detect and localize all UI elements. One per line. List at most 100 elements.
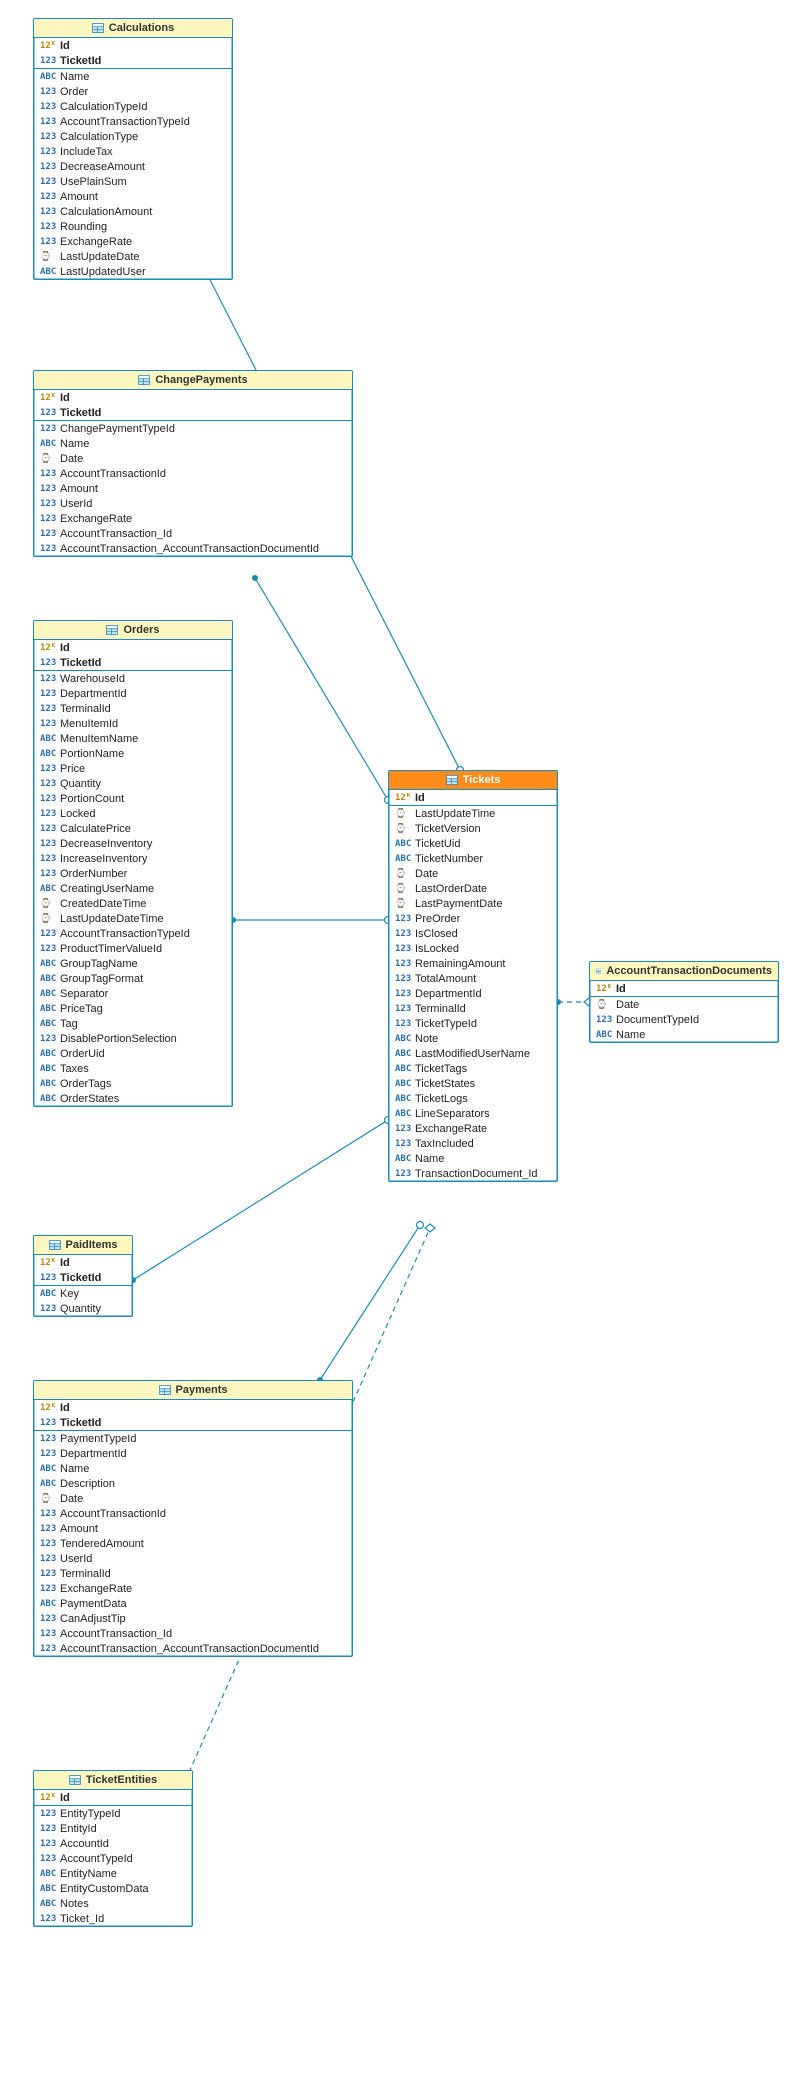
- column-row[interactable]: 123ExchangeRate: [34, 1581, 352, 1596]
- table-header[interactable]: ChangePayments: [34, 371, 352, 390]
- column-row[interactable]: 123PaymentTypeId: [34, 1431, 352, 1446]
- column-row[interactable]: 123TicketTypeId: [389, 1016, 557, 1031]
- column-row[interactable]: ABCEntityName: [34, 1866, 192, 1881]
- column-row[interactable]: 123PreOrder: [389, 911, 557, 926]
- column-row[interactable]: 12ᴷId: [34, 1790, 192, 1805]
- column-row[interactable]: 123RemainingAmount: [389, 956, 557, 971]
- column-row[interactable]: 123TransactionDocument_Id: [389, 1166, 557, 1181]
- column-row[interactable]: 12ᴷId: [389, 790, 557, 805]
- column-row[interactable]: 123IsLocked: [389, 941, 557, 956]
- column-row[interactable]: 123EntityId: [34, 1821, 192, 1836]
- column-row[interactable]: 12ᴷId: [34, 1255, 132, 1270]
- column-row[interactable]: ABCName: [389, 1151, 557, 1166]
- column-row[interactable]: 123AccountTransaction_Id: [34, 1626, 352, 1641]
- table-payments[interactable]: Payments12ᴷId123TicketId123PaymentTypeId…: [33, 1380, 353, 1657]
- column-row[interactable]: 123ExchangeRate: [34, 511, 352, 526]
- column-row[interactable]: 123UsePlainSum: [34, 174, 232, 189]
- column-row[interactable]: ABCEntityCustomData: [34, 1881, 192, 1896]
- column-row[interactable]: 123TicketId: [34, 655, 232, 670]
- column-row[interactable]: 123Locked: [34, 806, 232, 821]
- column-row[interactable]: ⌚LastUpdateTime: [389, 806, 557, 821]
- column-row[interactable]: 123Price: [34, 761, 232, 776]
- column-row[interactable]: 123DecreaseAmount: [34, 159, 232, 174]
- column-row[interactable]: ⌚LastPaymentDate: [389, 896, 557, 911]
- column-row[interactable]: 123ProductTimerValueId: [34, 941, 232, 956]
- column-row[interactable]: ABCTicketTags: [389, 1061, 557, 1076]
- column-row[interactable]: 123OrderNumber: [34, 866, 232, 881]
- column-row[interactable]: ABCTicketStates: [389, 1076, 557, 1091]
- column-row[interactable]: 123CalculatePrice: [34, 821, 232, 836]
- column-row[interactable]: 123DisablePortionSelection: [34, 1031, 232, 1046]
- column-row[interactable]: 12ᴷId: [34, 390, 352, 405]
- column-row[interactable]: ABCOrderStates: [34, 1091, 232, 1106]
- column-row[interactable]: ABCKey: [34, 1286, 132, 1301]
- column-row[interactable]: 123UserId: [34, 496, 352, 511]
- column-row[interactable]: ABCPaymentData: [34, 1596, 352, 1611]
- column-row[interactable]: 123DepartmentId: [34, 686, 232, 701]
- column-row[interactable]: ⌚LastUpdateDateTime: [34, 911, 232, 926]
- column-row[interactable]: ABCOrderUid: [34, 1046, 232, 1061]
- column-row[interactable]: 123TenderedAmount: [34, 1536, 352, 1551]
- column-row[interactable]: ABCGroupTagName: [34, 956, 232, 971]
- column-row[interactable]: 123AccountTransactionTypeId: [34, 114, 232, 129]
- column-row[interactable]: ABCNotes: [34, 1896, 192, 1911]
- column-row[interactable]: 123Quantity: [34, 776, 232, 791]
- column-row[interactable]: 123DepartmentId: [34, 1446, 352, 1461]
- column-row[interactable]: ABCGroupTagFormat: [34, 971, 232, 986]
- column-row[interactable]: 12ᴷId: [590, 981, 778, 996]
- column-row[interactable]: 123CanAdjustTip: [34, 1611, 352, 1626]
- column-row[interactable]: 12ᴷId: [34, 38, 232, 53]
- column-row[interactable]: ABCTaxes: [34, 1061, 232, 1076]
- column-row[interactable]: 123Amount: [34, 189, 232, 204]
- column-row[interactable]: 123TicketId: [34, 1415, 352, 1430]
- column-row[interactable]: ⌚Date: [34, 1491, 352, 1506]
- column-row[interactable]: 123Order: [34, 84, 232, 99]
- column-row[interactable]: 12ᴷId: [34, 1400, 352, 1415]
- column-row[interactable]: 123AccountTransaction_AccountTransaction…: [34, 541, 352, 556]
- column-row[interactable]: 123CalculationAmount: [34, 204, 232, 219]
- column-row[interactable]: ABCPortionName: [34, 746, 232, 761]
- column-row[interactable]: ⌚LastOrderDate: [389, 881, 557, 896]
- column-row[interactable]: 123CalculationType: [34, 129, 232, 144]
- column-row[interactable]: 123Amount: [34, 481, 352, 496]
- column-row[interactable]: 123ExchangeRate: [34, 234, 232, 249]
- table-header[interactable]: PaidItems: [34, 1236, 132, 1255]
- column-row[interactable]: ⌚CreatedDateTime: [34, 896, 232, 911]
- table-tickets[interactable]: Tickets12ᴷId⌚LastUpdateTime⌚TicketVersio…: [388, 770, 558, 1182]
- table-header[interactable]: Payments: [34, 1381, 352, 1400]
- column-row[interactable]: 123TicketId: [34, 405, 352, 420]
- column-row[interactable]: ⌚TicketVersion: [389, 821, 557, 836]
- column-row[interactable]: 123AccountTypeId: [34, 1851, 192, 1866]
- column-row[interactable]: ABCOrderTags: [34, 1076, 232, 1091]
- column-row[interactable]: 123DepartmentId: [389, 986, 557, 1001]
- column-row[interactable]: 123ExchangeRate: [389, 1121, 557, 1136]
- column-row[interactable]: 123EntityTypeId: [34, 1806, 192, 1821]
- column-row[interactable]: 123CalculationTypeId: [34, 99, 232, 114]
- table-header[interactable]: TicketEntities: [34, 1771, 192, 1790]
- table-header[interactable]: Calculations: [34, 19, 232, 38]
- column-row[interactable]: 123ChangePaymentTypeId: [34, 421, 352, 436]
- column-row[interactable]: 123PortionCount: [34, 791, 232, 806]
- column-row[interactable]: ABCNote: [389, 1031, 557, 1046]
- column-row[interactable]: ⌚Date: [389, 866, 557, 881]
- column-row[interactable]: ABCName: [590, 1027, 778, 1042]
- column-row[interactable]: ABCSeparator: [34, 986, 232, 1001]
- column-row[interactable]: 123Quantity: [34, 1301, 132, 1316]
- column-row[interactable]: 123IncludeTax: [34, 144, 232, 159]
- column-row[interactable]: 123UserId: [34, 1551, 352, 1566]
- column-row[interactable]: ⌚Date: [34, 451, 352, 466]
- table-ticketentities[interactable]: TicketEntities12ᴷId123EntityTypeId123Ent…: [33, 1770, 193, 1927]
- column-row[interactable]: ABCName: [34, 436, 352, 451]
- column-row[interactable]: 123Rounding: [34, 219, 232, 234]
- table-paiditems[interactable]: PaidItems12ᴷId123TicketIdABCKey123Quanti…: [33, 1235, 133, 1317]
- column-row[interactable]: ABCLastModifiedUserName: [389, 1046, 557, 1061]
- column-row[interactable]: 123TerminalId: [34, 1566, 352, 1581]
- column-row[interactable]: 123TerminalId: [389, 1001, 557, 1016]
- column-row[interactable]: 123TaxIncluded: [389, 1136, 557, 1151]
- column-row[interactable]: ⌚LastUpdateDate: [34, 249, 232, 264]
- column-row[interactable]: ABCName: [34, 1461, 352, 1476]
- column-row[interactable]: 123IncreaseInventory: [34, 851, 232, 866]
- column-row[interactable]: 123Amount: [34, 1521, 352, 1536]
- column-row[interactable]: ABCCreatingUserName: [34, 881, 232, 896]
- column-row[interactable]: 123TerminalId: [34, 701, 232, 716]
